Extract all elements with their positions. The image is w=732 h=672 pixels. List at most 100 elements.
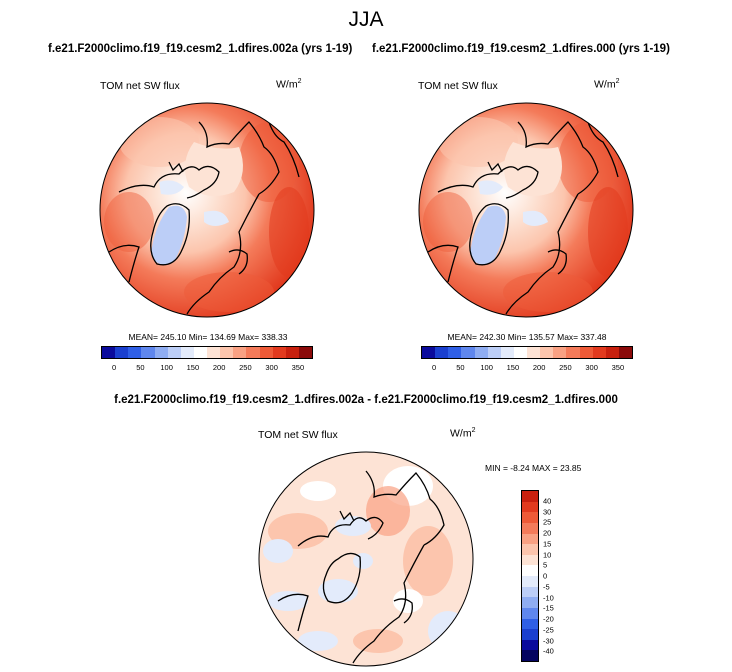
colorbar-tick-label: 300 [585, 363, 598, 372]
colorbar-swatch [522, 522, 538, 534]
colorbar-swatch [461, 347, 475, 358]
stats-diff: MIN = -8.24 MAX = 23.85 [485, 463, 582, 473]
unit-label-right: W/m2 [594, 78, 620, 91]
colorbar-tick-label: 300 [265, 363, 278, 372]
colorbar-tick-label: 30 [543, 507, 552, 516]
colorbar-swatch [448, 347, 462, 358]
colorbar-tick-label: 150 [506, 363, 520, 372]
polar-map-left [99, 102, 315, 318]
colorbar-swatch [522, 491, 538, 502]
colorbar-swatch [115, 347, 129, 358]
colorbar-swatch [246, 347, 260, 358]
colorbar-tick-label: -15 [543, 603, 554, 613]
colorbar-tick-label: 20 [543, 528, 552, 538]
colorbar-difference-ticks: 40 30 25 20 15 10 5 0 -5 -10 -15 -20 -25 -30 -40 [543, 490, 573, 662]
colorbar-swatch [522, 533, 538, 545]
colorbar-tick-label: 100 [160, 363, 173, 372]
colorbar-swatch [540, 347, 554, 358]
colorbar-swatch [522, 576, 538, 587]
colorbar-tick-label: 250 [239, 363, 252, 372]
colorbar-tick-label: 150 [186, 363, 200, 372]
colorbar-swatch [522, 639, 538, 651]
variable-label-right: TOM net SW flux [418, 80, 498, 92]
case-title-left: f.e21.F2000climo.f19_f19.cesm2_1.dfires.… [48, 43, 353, 55]
colorbar-tick-label: 5 [543, 560, 548, 570]
colorbar-tick-label: -30 [543, 636, 554, 645]
colorbar-swatch [233, 347, 247, 358]
colorbar-tick-label: -40 [543, 646, 554, 656]
colorbar-tick-label: 10 [543, 550, 552, 559]
colorbar-tick-label: 0 [543, 571, 548, 581]
colorbar-right [421, 346, 633, 359]
colorbar-tick-label: 25 [543, 517, 552, 527]
colorbar-swatch [566, 347, 580, 358]
colorbar-tick-label: 0 [112, 363, 117, 372]
colorbar-swatch [522, 629, 538, 640]
unit-label-diff: W/m2 [450, 427, 476, 440]
colorbar-swatch [285, 347, 299, 358]
colorbar-swatch [522, 650, 538, 661]
colorbar-swatch [487, 347, 501, 358]
figure-title: JJA [348, 8, 384, 31]
colorbar-swatch [193, 347, 207, 358]
colorbar-swatch [522, 512, 538, 523]
colorbar-tick-label: -10 [543, 593, 554, 602]
colorbar-right-ticks: 0 50 100 150 200 250 300 350 [421, 363, 631, 373]
colorbar-tick-label: 0 [432, 363, 437, 372]
colorbar-swatch [605, 347, 619, 358]
colorbar-tick-label: 350 [611, 363, 625, 372]
colorbar-difference [521, 490, 539, 662]
colorbar-tick-label: 200 [532, 363, 546, 372]
difference-title: f.e21.F2000climo.f19_f19.cesm2_1.dfires.… [114, 394, 618, 406]
colorbar-swatch [522, 618, 538, 630]
colorbar-swatch [579, 347, 593, 358]
colorbar-swatch [522, 607, 538, 619]
colorbar-left-ticks: 0 50 100 150 200 250 300 350 [101, 363, 311, 373]
colorbar-tick-label: -20 [543, 614, 554, 624]
colorbar-swatch [298, 347, 312, 358]
colorbar-swatch [435, 347, 449, 358]
colorbar-swatch [220, 347, 234, 358]
colorbar-tick-label: 250 [559, 363, 572, 372]
unit-label-left: W/m2 [276, 78, 302, 91]
colorbar-swatch [180, 347, 194, 358]
variable-label-diff: TOM net SW flux [258, 429, 338, 441]
colorbar-swatch [527, 347, 541, 358]
colorbar-swatch [513, 347, 527, 358]
colorbar-swatch [522, 565, 538, 576]
colorbar-swatch [500, 347, 514, 358]
colorbar-tick-label: 350 [291, 363, 305, 372]
colorbar-swatch [522, 586, 538, 598]
colorbar-tick-label: -25 [543, 625, 554, 635]
colorbar-tick-label: 40 [543, 496, 552, 506]
colorbar-swatch [102, 347, 116, 358]
colorbar-tick-label: 100 [480, 363, 493, 372]
case-title-right: f.e21.F2000climo.f19_f19.cesm2_1.dfires.… [372, 43, 670, 55]
stats-left: MEAN= 245.10 Min= 134.69 Max= 338.33 [128, 332, 288, 342]
colorbar-left [101, 346, 313, 359]
colorbar-swatch [522, 544, 538, 555]
colorbar-swatch [522, 554, 538, 566]
colorbar-swatch [592, 347, 606, 358]
colorbar-swatch [422, 347, 436, 358]
colorbar-swatch [522, 597, 538, 608]
colorbar-swatch [618, 347, 632, 358]
colorbar-tick-label: 200 [212, 363, 226, 372]
polar-map-difference [258, 451, 474, 667]
colorbar-swatch [259, 347, 273, 358]
colorbar-swatch [154, 347, 168, 358]
polar-map-right [418, 102, 634, 318]
colorbar-swatch [474, 347, 488, 358]
colorbar-swatch [167, 347, 181, 358]
colorbar-tick-label: -5 [543, 582, 550, 592]
colorbar-swatch [522, 501, 538, 513]
colorbar-tick-label: 15 [543, 539, 552, 549]
colorbar-tick-label: 50 [456, 363, 465, 372]
colorbar-tick-label: 50 [136, 363, 145, 372]
colorbar-swatch [207, 347, 221, 358]
colorbar-swatch [272, 347, 286, 358]
variable-label-left: TOM net SW flux [100, 80, 180, 92]
colorbar-swatch [128, 347, 142, 358]
stats-right: MEAN= 242.30 Min= 135.57 Max= 337.48 [447, 332, 607, 342]
colorbar-swatch [553, 347, 567, 358]
